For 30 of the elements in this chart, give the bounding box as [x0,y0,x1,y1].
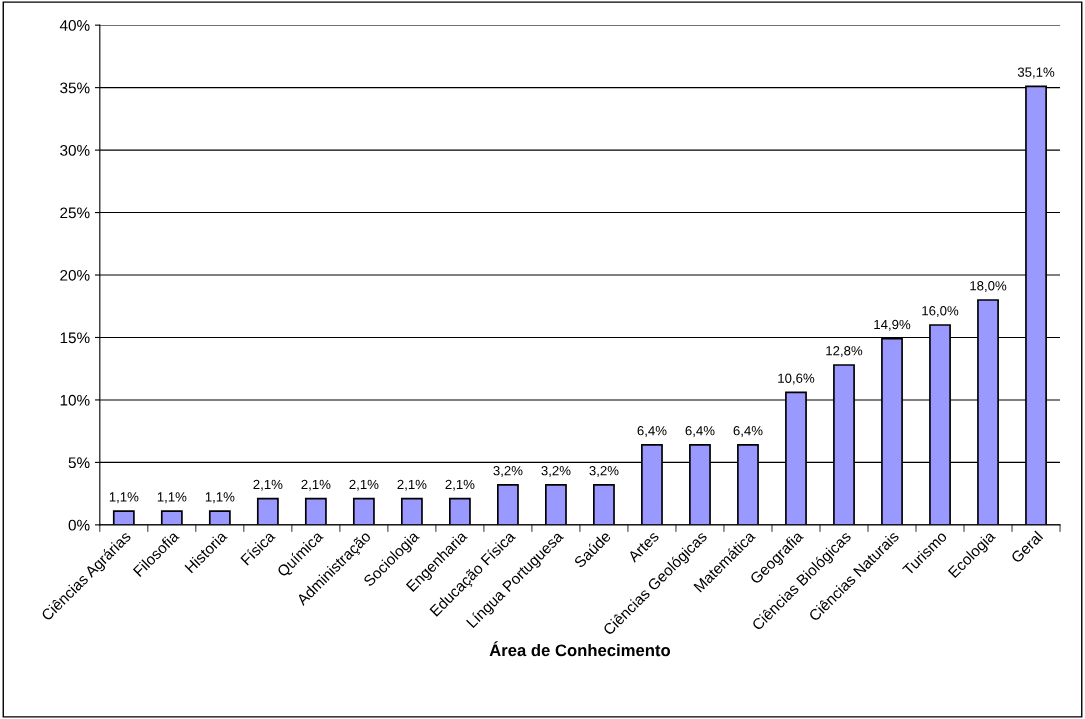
data-label: 1,1% [157,492,187,504]
x-axis-title: Área de Conhecimento [489,641,671,657]
data-label: 2,1% [301,479,331,491]
y-tick-label: 5% [68,457,90,469]
data-label: 2,1% [445,479,475,491]
data-label: 1,1% [205,492,235,504]
data-label: 35,1% [1017,67,1055,79]
y-tick-label: 20% [60,269,90,281]
data-label: 2,1% [349,479,379,491]
y-tick-label: 30% [60,144,90,156]
data-label: 6,4% [685,426,715,437]
data-label: 14,9% [874,319,911,331]
y-tick-label: 0% [68,519,90,531]
data-label: 3,2% [589,466,619,477]
data-label: 16,0% [922,306,959,317]
data-label: 12,8% [826,346,863,357]
y-tick-label: 40% [59,20,90,31]
y-tick-label: 35% [60,82,90,94]
data-label: 18,0% [970,281,1007,293]
y-tick-label: 10% [60,394,90,406]
data-label: 10,6% [778,373,815,385]
data-label: 6,4% [637,426,667,437]
data-label: 3,2% [541,466,571,477]
data-label: 2,1% [253,479,283,491]
data-label: 2,1% [397,479,427,491]
y-tick-label: 15% [60,332,90,344]
data-label: 3,2% [493,466,523,477]
data-label: 1,1% [109,492,139,504]
data-label: 6,4% [733,426,763,437]
y-tick-label: 25% [60,207,90,219]
